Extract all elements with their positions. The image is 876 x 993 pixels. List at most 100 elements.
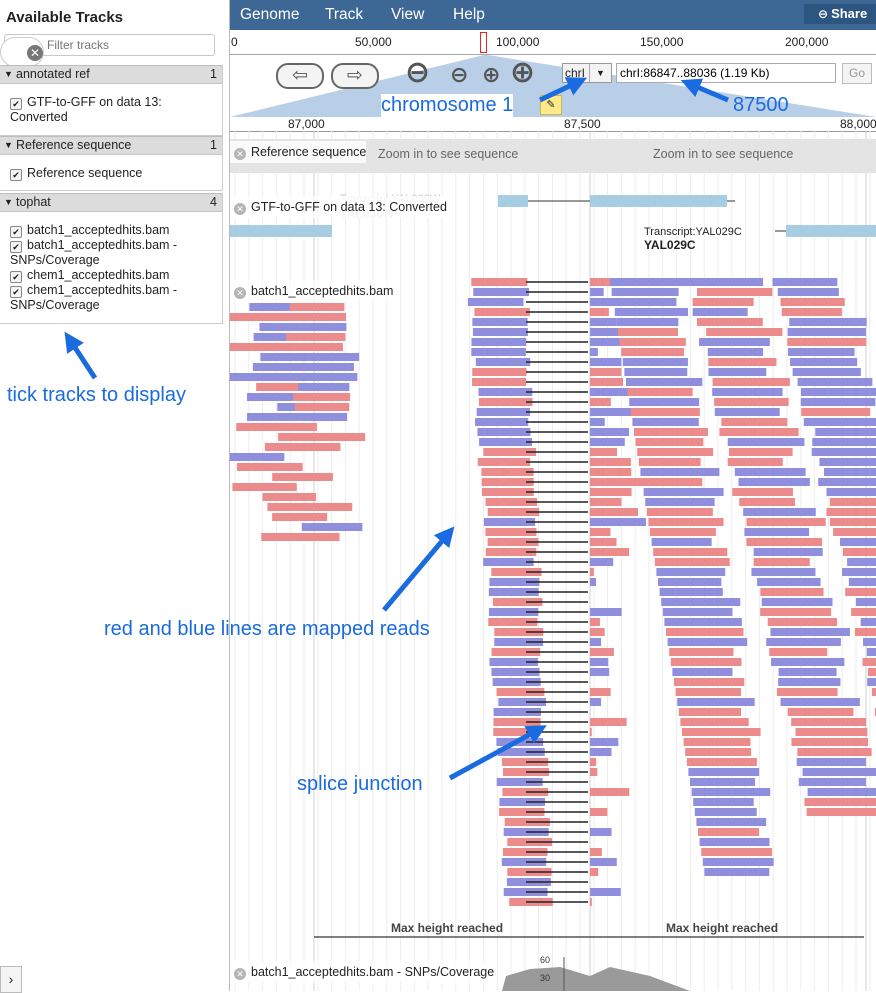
mapped-read — [590, 368, 621, 376]
mapped-read — [766, 638, 841, 646]
track-item[interactable]: ✔batch1_acceptedhits.bam - SNPs/Coverage — [0, 238, 200, 268]
mapped-read — [477, 408, 530, 416]
mapped-read — [701, 848, 772, 856]
mapped-read — [772, 278, 837, 286]
mapped-read — [867, 648, 876, 656]
share-button[interactable]: ⊖Share — [804, 4, 876, 24]
mapped-read — [232, 483, 296, 491]
mapped-read — [797, 758, 866, 766]
checkbox[interactable]: ✔ — [10, 226, 22, 238]
mapped-read — [590, 468, 631, 476]
mapped-read — [303, 373, 358, 381]
mapped-read — [833, 528, 876, 536]
mapped-read — [685, 748, 751, 756]
menu-help[interactable]: Help — [453, 6, 485, 24]
mapped-read — [473, 328, 528, 336]
pan-left-button[interactable]: ⇦ — [276, 63, 324, 89]
mapped-read — [590, 398, 611, 406]
mapped-read — [230, 453, 284, 461]
ruler-tick-label: 87,000 — [288, 117, 325, 131]
mapped-read — [798, 378, 873, 386]
track-item[interactable]: ✔Reference sequence — [0, 166, 222, 181]
category-header[interactable]: ▼ annotated ref 1 — [0, 65, 222, 84]
mapped-read — [666, 628, 743, 636]
category-annotated-ref: ▼ annotated ref 1 ✔GTF-to-GFF on data 13… — [0, 65, 223, 136]
annotation-reads: red and blue lines are mapped reads — [104, 618, 430, 641]
track-item[interactable]: ✔batch1_acceptedhits.bam — [0, 223, 222, 238]
mapped-read — [650, 528, 716, 536]
mapped-read — [827, 508, 876, 516]
mapped-read — [286, 333, 345, 341]
gene-label: YAL029C — [644, 238, 696, 252]
mapped-read — [590, 718, 627, 726]
zoom-message: Zoom in to see sequence — [653, 147, 793, 161]
category-header[interactable]: ▼ Reference sequence 1 — [0, 136, 222, 155]
mapped-read — [230, 373, 312, 381]
mapped-read — [769, 648, 827, 656]
chevron-down-icon: ▼ — [589, 64, 611, 82]
mapped-read — [699, 338, 770, 346]
track-label-bam[interactable]: ✕batch1_acceptedhits.bam — [230, 280, 393, 302]
pan-right-button[interactable]: ⇨ — [331, 63, 379, 89]
track-area[interactable]: ✕Reference sequence Zoom in to see seque… — [230, 131, 876, 991]
mapped-read — [624, 368, 687, 376]
checkbox[interactable]: ✔ — [10, 286, 22, 298]
track-label-coverage[interactable]: ✕batch1_acceptedhits.bam - SNPs/Coverage — [230, 961, 494, 983]
mapped-read — [698, 828, 759, 836]
mapped-read — [703, 858, 774, 866]
mapped-read — [778, 678, 840, 686]
close-track-icon[interactable]: ✕ — [234, 968, 246, 980]
mapped-read — [728, 458, 783, 466]
zoom-out-icon[interactable]: ⊖ — [450, 62, 468, 88]
overview-ruler[interactable]: 0 50,000 100,000 150,000 200,000 — [230, 30, 876, 55]
track-item[interactable]: ✔GTF-to-GFF on data 13: Converted — [0, 95, 190, 125]
mapped-read — [479, 388, 533, 396]
checkbox[interactable]: ✔ — [10, 241, 22, 253]
track-item[interactable]: ✔chem1_acceptedhits.bam — [0, 268, 222, 283]
mapped-read — [849, 578, 876, 586]
track-item[interactable]: ✔chem1_acceptedhits.bam - SNPs/Coverage — [0, 283, 200, 313]
zoom-out-large-icon[interactable]: ⊖ — [405, 55, 430, 90]
feature-exon — [498, 195, 528, 207]
mapped-read — [616, 318, 678, 326]
track-label-gff[interactable]: ✕GTF-to-GFF on data 13: Converted — [230, 196, 447, 218]
zoom-in-large-icon[interactable]: ⊕ — [510, 55, 535, 90]
mapped-read — [770, 628, 849, 636]
mapped-read — [746, 518, 825, 526]
checkbox[interactable]: ✔ — [10, 271, 22, 283]
mapped-read — [693, 298, 754, 306]
close-track-icon[interactable]: ✕ — [234, 287, 246, 299]
checkbox[interactable]: ✔ — [10, 169, 22, 181]
category-header[interactable]: ▼ tophat 4 — [0, 193, 222, 212]
track-label-reference[interactable]: ✕Reference sequence — [230, 141, 366, 163]
zoom-in-icon[interactable]: ⊕ — [482, 62, 500, 88]
mapped-read — [300, 363, 354, 371]
menu-genome[interactable]: Genome — [240, 6, 299, 24]
chromosome-select[interactable]: chrI ▼ — [562, 63, 612, 83]
highlight-button[interactable]: ✎ — [540, 95, 562, 115]
clear-filter-button[interactable]: ✕ — [0, 37, 44, 67]
mapped-read — [830, 498, 876, 506]
menu-track[interactable]: Track — [325, 6, 363, 24]
mapped-read — [590, 288, 604, 296]
expand-panel-button[interactable]: › — [0, 966, 22, 993]
mapped-read — [706, 328, 782, 336]
mapped-read — [590, 848, 602, 856]
mapped-read — [590, 698, 601, 706]
collapse-arrow-icon: ▼ — [4, 69, 13, 79]
go-button[interactable]: Go — [842, 63, 872, 84]
mapped-read — [674, 678, 744, 686]
menu-view[interactable]: View — [391, 6, 424, 24]
close-track-icon[interactable]: ✕ — [234, 148, 246, 160]
coverage-scale-top: 60 — [540, 955, 550, 965]
overview-location-marker[interactable] — [480, 32, 487, 53]
mapped-read — [590, 378, 623, 386]
mapped-read — [590, 578, 596, 586]
mapped-read — [693, 798, 753, 806]
checkbox[interactable]: ✔ — [10, 98, 22, 110]
close-track-icon[interactable]: ✕ — [234, 203, 246, 215]
mapped-read — [637, 448, 713, 456]
mapped-read — [590, 648, 614, 656]
location-input[interactable] — [616, 63, 836, 83]
mapped-read — [481, 468, 533, 476]
